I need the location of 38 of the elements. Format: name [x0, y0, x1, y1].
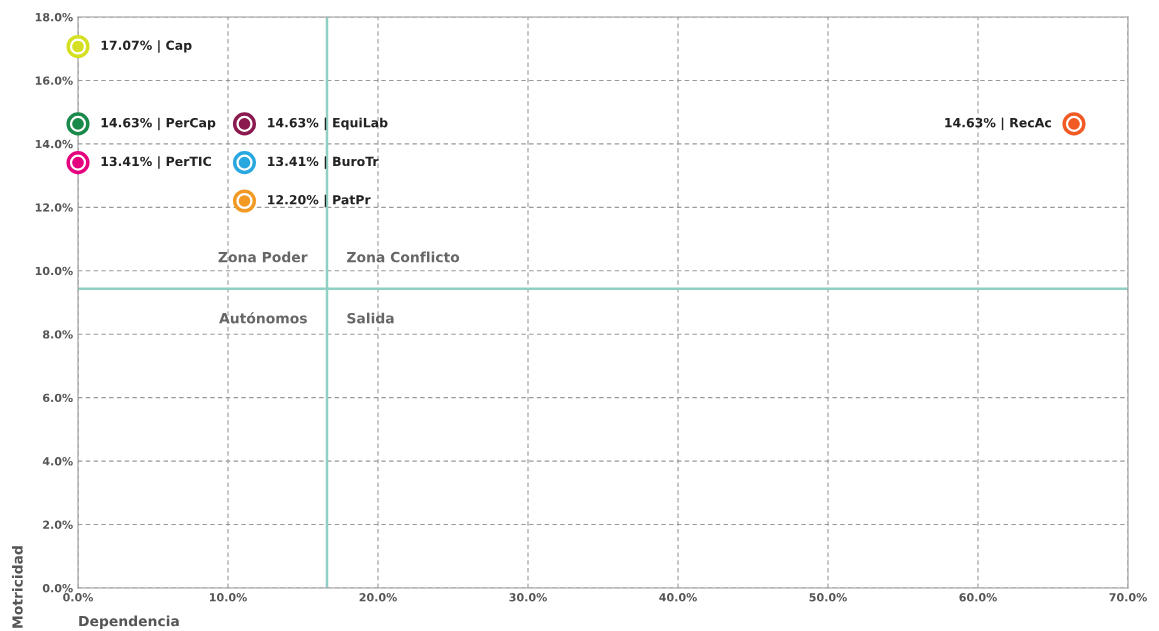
x-tick-label: 10.0% [209, 593, 247, 602]
y-tick-label: 16.0% [35, 76, 73, 85]
data-label: 13.41% | PerTIC [101, 156, 211, 169]
annotation: Zona Conflicto [347, 251, 460, 263]
y-tick-label: 2.0% [43, 520, 73, 529]
x-tick-label: 0.0% [63, 593, 94, 602]
y-tick-label: 10.0% [35, 266, 73, 276]
x-tick-label: 70.0% [1109, 593, 1147, 602]
x-tick-label: 40.0% [659, 593, 697, 602]
annotation: Salida [347, 312, 394, 324]
point [232, 112, 257, 136]
y-tick-label: 6.0% [43, 393, 73, 403]
y-axis-title: Motricidad [12, 546, 23, 628]
y-tick-label: 14.0% [35, 139, 73, 149]
point [66, 112, 90, 136]
data-label: 12.20% | PatPr [268, 194, 371, 208]
annotation: Autónomos [219, 312, 307, 324]
point [232, 189, 257, 213]
point [1062, 112, 1086, 136]
data-label: 14.63% | PerCap [101, 117, 216, 131]
y-tick-label: 0.0% [42, 583, 73, 593]
x-tick-label: 50.0% [809, 593, 847, 602]
x-tick-label: 20.0% [359, 593, 397, 602]
data-label: 14.63% | EquiLab [268, 117, 388, 131]
y-tick-label: 8.0% [43, 330, 73, 339]
x-tick-label: 30.0% [509, 593, 547, 602]
x-axis-title: Dependencia [79, 615, 179, 629]
annotation: Zona Poder [218, 251, 308, 263]
point [66, 151, 90, 175]
data-label: 17.07% | Cap [101, 40, 192, 53]
x-tick-label: 60.0% [959, 593, 997, 602]
data-label: 13.41% | BuroTr [268, 156, 379, 169]
y-tick-label: 4.0% [42, 457, 73, 466]
y-tick-label: 12.0% [35, 203, 73, 212]
point [232, 151, 257, 175]
point [66, 34, 90, 59]
y-tick-label: 18.0% [35, 12, 73, 22]
data-label: 14.63% | RecAc [945, 117, 1051, 131]
